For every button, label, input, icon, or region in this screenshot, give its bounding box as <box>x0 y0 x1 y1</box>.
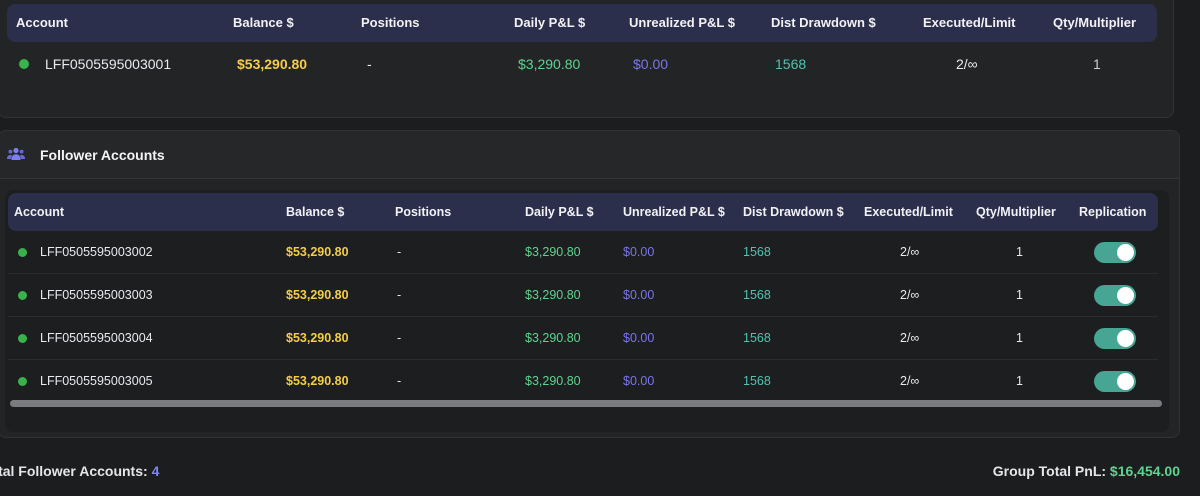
follower-accounts-panel: Follower Accounts Account Balance $ Posi… <box>0 130 1180 438</box>
total-follower-accounts: Total Follower Accounts: 4 <box>0 463 159 479</box>
replication-toggle[interactable] <box>1094 285 1136 306</box>
status-dot-icon <box>18 248 27 257</box>
toggle-knob <box>1117 244 1134 261</box>
qty-multiplier-value: 1 <box>1093 56 1101 72</box>
col-header-daily-pnl[interactable]: Daily P&L $ <box>514 15 586 30</box>
total-follower-label: Total Follower Accounts: <box>0 463 148 479</box>
dist-drawdown-value: 1568 <box>743 331 771 345</box>
dist-drawdown-value: 1568 <box>775 56 807 72</box>
account-id: LFF0505595003002 <box>40 245 153 259</box>
follower-row[interactable]: LFF0505595003003 $53,290.80 - $3,290.80 … <box>8 274 1158 317</box>
account-id: LFF0505595003003 <box>40 288 153 302</box>
positions-value: - <box>397 245 402 259</box>
group-total-pnl: Group Total PnL: $16,454.00 <box>993 463 1180 479</box>
lead-account-panel: Account Balance $ Positions Daily P&L $ … <box>0 0 1174 118</box>
executed-limit-value: 2/∞ <box>900 288 920 302</box>
unrealized-pnl-value: $0.00 <box>623 374 655 388</box>
col-header-daily-pnl[interactable]: Daily P&L $ <box>525 205 594 219</box>
status-dot-icon <box>18 291 27 300</box>
toggle-knob <box>1117 287 1134 304</box>
daily-pnl-value: $3,290.80 <box>518 56 581 72</box>
executed-limit-value: 2/∞ <box>900 331 920 345</box>
qty-multiplier-value: 1 <box>1016 331 1023 345</box>
col-header-executed-limit[interactable]: Executed/Limit <box>864 205 953 219</box>
users-icon <box>7 147 25 160</box>
col-header-unrealized-pnl[interactable]: Unrealized P&L $ <box>623 205 725 219</box>
status-dot-icon <box>18 334 27 343</box>
group-pnl-label: Group Total PnL: <box>992 463 1107 479</box>
unrealized-pnl-value: $0.00 <box>623 288 655 302</box>
follower-accounts-title: Follower Accounts <box>40 147 165 163</box>
col-header-positions[interactable]: Positions <box>395 205 452 219</box>
balance-value: $53,290.80 <box>286 288 349 302</box>
lead-table-header: Account Balance $ Positions Daily P&L $ … <box>7 4 1157 42</box>
col-header-executed-limit[interactable]: Executed/Limit <box>923 15 1016 30</box>
qty-multiplier-value: 1 <box>1016 288 1023 302</box>
dist-drawdown-value: 1568 <box>743 245 771 259</box>
total-follower-count: 4 <box>151 463 160 479</box>
dist-drawdown-value: 1568 <box>743 374 771 388</box>
replication-toggle[interactable] <box>1094 371 1136 392</box>
col-header-account[interactable]: Account <box>14 205 64 219</box>
positions-value: - <box>367 56 372 72</box>
col-header-replication[interactable]: Replication <box>1079 205 1147 219</box>
follower-table: Account Balance $ Positions Daily P&L $ … <box>5 190 1169 432</box>
unrealized-pnl-value: $0.00 <box>623 331 655 345</box>
col-header-qty-multiplier[interactable]: Qty/Multiplier <box>1053 15 1137 30</box>
group-pnl-value: $16,454.00 <box>1109 463 1180 479</box>
account-id: LFF0505595003004 <box>40 331 153 345</box>
daily-pnl-value: $3,290.80 <box>525 288 581 302</box>
follower-row[interactable]: LFF0505595003002 $53,290.80 - $3,290.80 … <box>8 231 1158 274</box>
unrealized-pnl-value: $0.00 <box>633 56 669 72</box>
scrollbar-thumb[interactable] <box>10 400 1162 407</box>
qty-multiplier-value: 1 <box>1016 245 1023 259</box>
col-header-positions[interactable]: Positions <box>361 15 420 30</box>
follower-title-bar: Follower Accounts <box>0 131 1179 179</box>
replication-toggle[interactable] <box>1094 328 1136 349</box>
col-header-dist-drawdown[interactable]: Dist Drawdown $ <box>743 205 844 219</box>
status-dot-icon <box>18 377 27 386</box>
col-header-account[interactable]: Account <box>16 15 68 30</box>
col-header-unrealized-pnl[interactable]: Unrealized P&L $ <box>629 15 735 30</box>
replication-toggle[interactable] <box>1094 242 1136 263</box>
executed-limit-value: 2/∞ <box>956 56 978 72</box>
col-header-qty-multiplier[interactable]: Qty/Multiplier <box>976 205 1056 219</box>
daily-pnl-value: $3,290.80 <box>525 374 581 388</box>
positions-value: - <box>397 331 402 345</box>
status-dot-icon <box>19 59 29 69</box>
col-header-balance[interactable]: Balance $ <box>286 205 345 219</box>
follower-row[interactable]: LFF0505595003004 $53,290.80 - $3,290.80 … <box>8 317 1158 360</box>
col-header-balance[interactable]: Balance $ <box>233 15 294 30</box>
horizontal-scrollbar[interactable] <box>10 400 1162 407</box>
balance-value: $53,290.80 <box>286 374 349 388</box>
balance-value: $53,290.80 <box>286 245 349 259</box>
executed-limit-value: 2/∞ <box>900 374 920 388</box>
lead-account-row[interactable]: LFF0505595003001 $53,290.80 - $3,290.80 … <box>7 45 1157 83</box>
balance-value: $53,290.80 <box>286 331 349 345</box>
follower-table-header: Account Balance $ Positions Daily P&L $ … <box>8 193 1158 231</box>
daily-pnl-value: $3,290.80 <box>525 245 581 259</box>
qty-multiplier-value: 1 <box>1016 374 1023 388</box>
col-header-dist-drawdown[interactable]: Dist Drawdown $ <box>771 15 876 30</box>
dist-drawdown-value: 1568 <box>743 288 771 302</box>
positions-value: - <box>397 288 402 302</box>
toggle-knob <box>1117 330 1134 347</box>
follower-row[interactable]: LFF0505595003005 $53,290.80 - $3,290.80 … <box>8 360 1158 403</box>
daily-pnl-value: $3,290.80 <box>525 331 581 345</box>
balance-value: $53,290.80 <box>237 56 308 72</box>
unrealized-pnl-value: $0.00 <box>623 245 655 259</box>
executed-limit-value: 2/∞ <box>900 245 920 259</box>
account-id: LFF0505595003001 <box>45 56 172 72</box>
toggle-knob <box>1117 373 1134 390</box>
positions-value: - <box>397 374 402 388</box>
account-id: LFF0505595003005 <box>40 374 153 388</box>
